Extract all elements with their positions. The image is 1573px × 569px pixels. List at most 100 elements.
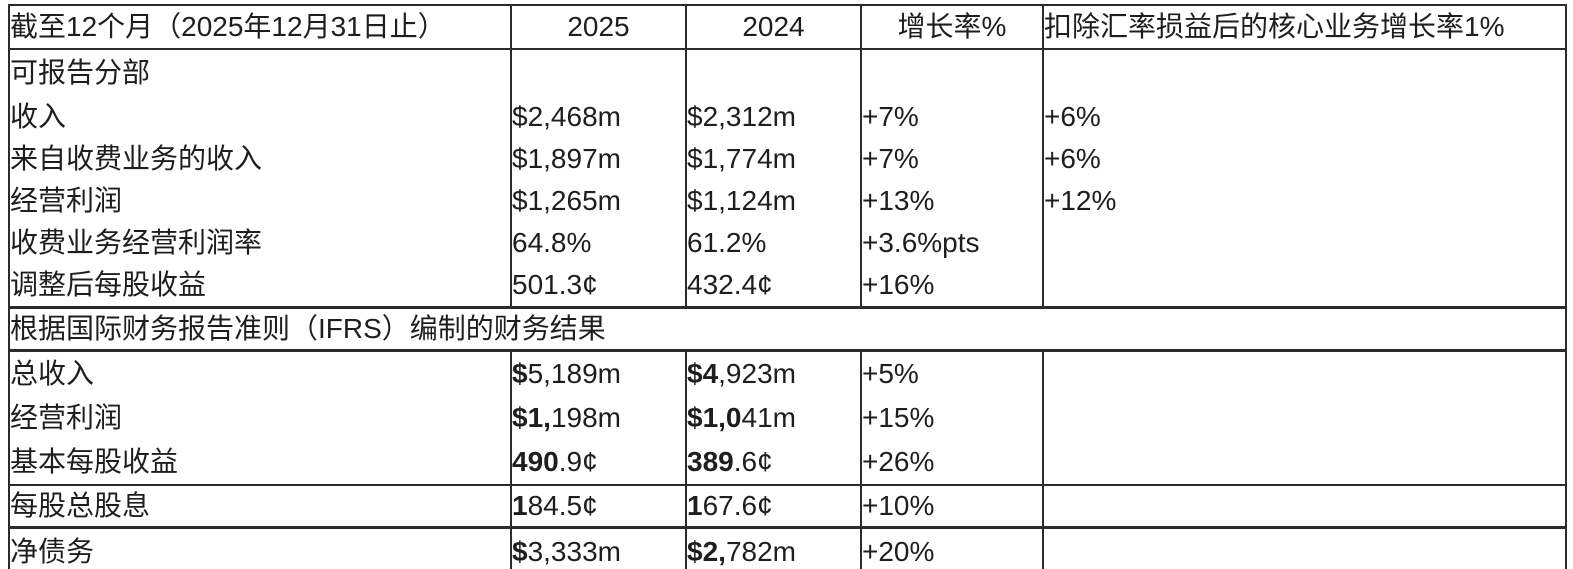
value-2024: $2,312m xyxy=(685,96,861,138)
value-regular-part: $1,897m xyxy=(512,143,621,175)
value-2024: $1,124m xyxy=(685,180,861,222)
table-row-net-debt: 净债务 $3,333m $2,782m +20% xyxy=(9,527,1566,569)
growth-value: +20% xyxy=(860,527,1043,569)
table-row-fee-operating-margin: 收费业务经营利润率 64.8% 61.2% +3.6%pts xyxy=(9,222,1566,264)
period-header: 截至12个月（2025年12月31日止） xyxy=(9,5,511,50)
value-regular-part: 5,189m xyxy=(527,358,621,390)
value-bold-part: $2, xyxy=(687,535,726,567)
value-regular-part: 198m xyxy=(550,402,621,434)
value-2025: 501.3¢ xyxy=(510,264,686,309)
row-label: 收入 xyxy=(10,101,67,133)
growth-value: +5% xyxy=(860,350,1043,396)
value-2025: 184.5¢ xyxy=(510,485,686,529)
table-header-row: 截至12个月（2025年12月31日止） 2025 2024 增长率% 扣除汇率… xyxy=(9,5,1566,50)
table-row-basic-eps: 基本每股收益 490.9¢ 389.6¢ +26% xyxy=(9,440,1566,486)
table-row-adjusted-eps: 调整后每股收益 501.3¢ 432.4¢ +16% xyxy=(9,264,1566,309)
value-regular-part: $2,468m xyxy=(512,101,621,133)
table-row-fee-revenue: 来自收费业务的收入 $1,897m $1,774m +7% +6% xyxy=(9,138,1566,180)
empty-cell xyxy=(1042,49,1566,96)
value-regular-part: $1,265m xyxy=(512,185,621,217)
value-bold-part: $ xyxy=(512,535,528,567)
financial-results-table: 截至12个月（2025年12月31日止） 2025 2024 增长率% 扣除汇率… xyxy=(8,4,1567,569)
value-2024: 61.2% xyxy=(685,222,861,264)
year-2024-header: 2024 xyxy=(685,5,861,50)
table-row-total-revenue: 总收入 $5,189m $4,923m +5% xyxy=(9,350,1566,396)
value-2024: $1,041m xyxy=(685,396,861,440)
empty-cell xyxy=(510,49,686,96)
core-growth-value xyxy=(1042,222,1566,264)
value-regular-part: $2,312m xyxy=(687,101,796,133)
value-regular-part: $1,124m xyxy=(687,185,796,217)
value-2024: $1,774m xyxy=(685,138,861,180)
row-label: 调整后每股收益 xyxy=(9,264,511,309)
value-2024: $2,782m xyxy=(685,527,861,569)
row-label: 来自收费业务的收入 xyxy=(10,143,263,175)
core-growth-value xyxy=(1042,527,1566,569)
core-growth-value xyxy=(1042,485,1566,529)
core-growth-value xyxy=(1042,350,1566,396)
empty-cell xyxy=(860,49,1043,96)
value-regular-part: 501.3¢ xyxy=(512,269,598,301)
value-regular-part: 3,333m xyxy=(527,535,621,567)
value-regular-part: 67.6¢ xyxy=(702,490,773,522)
growth-value: +10% xyxy=(860,485,1043,529)
value-2025: $1,265m xyxy=(510,180,686,222)
year-2025-header: 2025 xyxy=(510,5,686,50)
core-growth-value: +6% xyxy=(1042,96,1566,138)
table-row-operating-profit-segment: 经营利润 $1,265m $1,124m +13% +12% xyxy=(9,180,1566,222)
value-2025: $5,189m xyxy=(510,350,686,396)
growth-value: +26% xyxy=(860,440,1043,486)
table-row-total-dividend: 每股总股息 184.5¢ 167.6¢ +10% xyxy=(9,485,1566,529)
value-bold-part: 389 xyxy=(687,446,734,478)
section-title-ifrs: 根据国际财务报告准则（IFRS）编制的财务结果 xyxy=(9,307,1566,352)
value-regular-part: 432.4¢ xyxy=(687,269,773,301)
empty-cell xyxy=(685,49,861,96)
value-2025: 490.9¢ xyxy=(510,440,686,486)
growth-header: 增长率% xyxy=(860,5,1043,50)
growth-value: +7% xyxy=(860,96,1043,138)
row-label: 每股总股息 xyxy=(9,485,511,529)
value-regular-part: 782m xyxy=(725,535,796,567)
value-regular-part: 64.8% xyxy=(512,227,592,259)
value-regular-part: ,923m xyxy=(718,358,796,390)
value-2025: $2,468m xyxy=(510,96,686,138)
value-bold-part: 1 xyxy=(687,490,703,522)
growth-value: +7% xyxy=(860,138,1043,180)
value-regular-part: 84.5¢ xyxy=(527,490,598,522)
value-2025: $1,198m xyxy=(510,396,686,440)
value-bold-part: $4 xyxy=(687,358,719,390)
value-bold-part: 1 xyxy=(512,490,528,522)
row-label: 基本每股收益 xyxy=(9,440,511,486)
value-2025: $3,333m xyxy=(510,527,686,569)
value-bold-part: $1,0 xyxy=(687,402,742,434)
value-2025: $1,897m xyxy=(510,138,686,180)
core-growth-value: +12% xyxy=(1042,180,1566,222)
segment-section-title-row: 可报告分部 xyxy=(9,49,1566,96)
value-regular-part: .6¢ xyxy=(733,446,773,478)
row-label: 总收入 xyxy=(10,358,95,390)
core-growth-value xyxy=(1042,396,1566,440)
value-2024: 432.4¢ xyxy=(685,264,861,309)
growth-value: +3.6%pts xyxy=(860,222,1043,264)
row-label: 净债务 xyxy=(10,535,95,567)
core-growth-value: +6% xyxy=(1042,138,1566,180)
growth-value: +13% xyxy=(860,180,1043,222)
table-row-operating-profit-ifrs: 经营利润 $1,198m $1,041m +15% xyxy=(9,396,1566,440)
table-row-revenue: 收入 $2,468m $2,312m +7% +6% xyxy=(9,96,1566,138)
value-bold-part: $ xyxy=(512,358,528,390)
value-regular-part: .9¢ xyxy=(558,446,598,478)
row-label: 经营利润 xyxy=(10,185,123,217)
row-label: 收费业务经营利润率 xyxy=(10,227,263,259)
value-regular-part: 61.2% xyxy=(687,227,767,259)
growth-value: +15% xyxy=(860,396,1043,440)
section-title-reportable-segments: 可报告分部 xyxy=(10,57,151,89)
value-2024: $4,923m xyxy=(685,350,861,396)
value-2025: 64.8% xyxy=(510,222,686,264)
ifrs-section-title-row: 根据国际财务报告准则（IFRS）编制的财务结果 xyxy=(9,307,1566,352)
core-growth-value xyxy=(1042,440,1566,486)
value-regular-part: $1,774m xyxy=(687,143,796,175)
value-bold-part: 490 xyxy=(512,446,559,478)
growth-value: +16% xyxy=(860,264,1043,309)
core-growth-value xyxy=(1042,264,1566,309)
